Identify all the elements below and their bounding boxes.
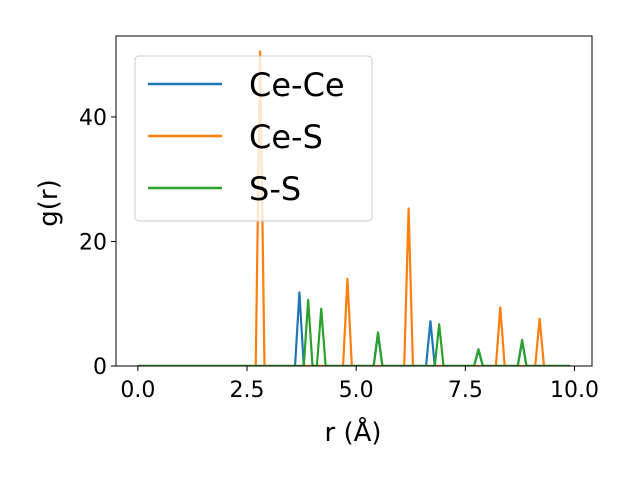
legend-box (134, 55, 373, 222)
x-tick-label: 5.0 (339, 378, 374, 403)
series-line-ce-s (137, 50, 571, 366)
legend-label-s-s: S-S (249, 170, 301, 208)
x-axis-label: r (Å) (324, 416, 381, 448)
x-tick-label: 7.5 (448, 378, 483, 403)
axes-frame (115, 35, 593, 367)
x-tick-label: 0.0 (120, 378, 155, 403)
legend-label-ce-ce: Ce-Ce (249, 66, 345, 104)
x-tick-label: 10.0 (550, 378, 599, 403)
y-axis-label: g(r) (34, 179, 64, 226)
y-tick-label: 40 (79, 106, 107, 131)
x-tick-label: 2.5 (230, 378, 265, 403)
y-tick-label: 0 (93, 355, 107, 380)
y-tick-label: 20 (79, 230, 107, 255)
legend-label-ce-s: Ce-S (249, 118, 323, 156)
